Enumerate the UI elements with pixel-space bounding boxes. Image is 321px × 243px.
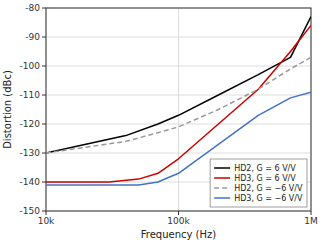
tick-label: -130 (20, 148, 41, 158)
legend-swatch (214, 177, 230, 179)
tick-mark (42, 95, 46, 96)
legend-swatch (214, 197, 230, 199)
legend-label: HD3, G = −6 V/V (234, 194, 303, 203)
tick-label: -80 (25, 3, 40, 13)
tick-mark (42, 124, 46, 125)
tick-label: 100k (167, 216, 190, 226)
legend-box (210, 159, 307, 207)
legend-label: HD2, G = −6 V/V (234, 184, 303, 193)
series-line (46, 17, 311, 153)
series-line (46, 57, 311, 153)
tick-mark (42, 8, 46, 9)
tick-label: -110 (20, 90, 41, 100)
tick-label: -150 (20, 206, 41, 216)
tick-mark (42, 182, 46, 183)
plot-frame (46, 8, 311, 211)
tick-label: -100 (20, 61, 41, 71)
chart: -150 -140 -130 -120 -110 -100 -90 -80 10k 100k 1M F… (0, 0, 321, 243)
series-line (46, 92, 311, 185)
tick-mark (178, 211, 179, 215)
legend-label: HD3, G = 6 V/V (234, 174, 296, 183)
axes: -150 -140 -130 -120 -110 -100 -90 -80 10k 100k 1M (20, 3, 318, 226)
tick-label: 10k (38, 216, 55, 226)
tick-mark (311, 211, 312, 215)
x-axis-label: Frequency (Hz) (141, 229, 217, 240)
y-axis-label: Distortion (dBc) (2, 70, 13, 149)
legend-swatch (214, 167, 230, 169)
grid (46, 8, 311, 211)
tick-mark (42, 211, 46, 212)
tick-mark (46, 211, 47, 215)
tick-mark (42, 37, 46, 38)
legend-label: HD2, G = 6 V/V (234, 164, 296, 173)
tick-label: -140 (20, 177, 41, 187)
tick-mark (42, 153, 46, 154)
legend-swatch (214, 187, 230, 189)
legend: HD2, G = 6 V/VHD3, G = 6 V/VHD2, G = −6 … (210, 159, 307, 207)
tick-label: 1M (304, 216, 318, 226)
tick-label: -90 (25, 32, 40, 42)
grid-line (178, 8, 179, 211)
tick-label: -120 (20, 119, 41, 129)
tick-mark (42, 66, 46, 67)
series-line (46, 25, 311, 182)
